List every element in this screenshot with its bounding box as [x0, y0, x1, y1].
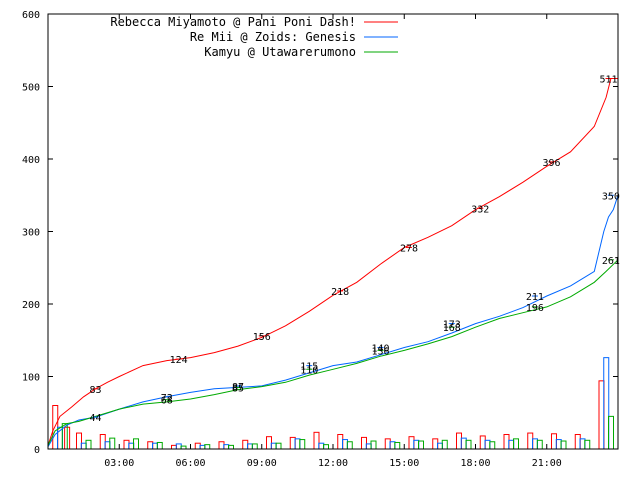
x-tick-label: 06:00	[175, 458, 205, 469]
x-tick-label: 18:00	[460, 458, 490, 469]
legend: Rebecca Miyamoto @ Pani Poni Dash!Re Mii…	[110, 15, 398, 59]
legend-label: Rebecca Miyamoto @ Pani Poni Dash!	[110, 15, 356, 29]
data-label: 124	[170, 355, 188, 366]
data-label: 173	[443, 320, 461, 331]
y-tick-label: 600	[22, 10, 40, 21]
data-label: 396	[542, 158, 560, 169]
x-tick-label: 21:00	[532, 458, 562, 469]
data-label: 110	[300, 365, 318, 376]
data-label: 72	[161, 393, 173, 404]
data-label: 261	[602, 256, 620, 267]
data-label: 68	[161, 396, 173, 407]
y-tick-label: 100	[22, 373, 40, 384]
legend-label: Re Mii @ Zoids: Genesis	[190, 30, 356, 44]
data-label: 211	[526, 292, 544, 303]
y-tick-label: 0	[34, 445, 40, 456]
data-labels-layer: 8312415621827833239651144728711514017321…	[89, 75, 619, 425]
data-label: 350	[602, 191, 620, 202]
series-line-3	[47, 259, 619, 446]
data-label: 44	[89, 413, 101, 424]
axes-layer: 0 100 200 300 400 500 600 03:00 06:00 09:00 12:00 1…	[22, 10, 619, 469]
y-tick-label: 300	[22, 228, 40, 239]
data-label: 83	[89, 385, 101, 396]
x-tick-label: 03:00	[104, 458, 134, 469]
legend-label: Kamyu @ Utawarerumono	[204, 45, 356, 59]
data-label: 140	[371, 344, 389, 355]
data-label: 196	[526, 303, 544, 314]
x-tick-label: 09:00	[247, 458, 277, 469]
data-label: 115	[300, 362, 318, 373]
y-tick-label: 400	[22, 155, 40, 166]
data-label: 218	[331, 287, 349, 298]
data-label: 136	[371, 346, 389, 357]
data-label: 156	[253, 332, 271, 343]
data-label: 332	[471, 204, 489, 215]
data-label: 278	[400, 243, 418, 254]
data-label: 168	[443, 323, 461, 334]
data-label: 511	[599, 75, 617, 86]
x-tick-label: 15:00	[389, 458, 419, 469]
y-tick-label: 500	[22, 83, 40, 94]
data-label: 85	[232, 383, 244, 394]
y-tick-label: 200	[22, 300, 40, 311]
x-tick-label: 12:00	[318, 458, 348, 469]
